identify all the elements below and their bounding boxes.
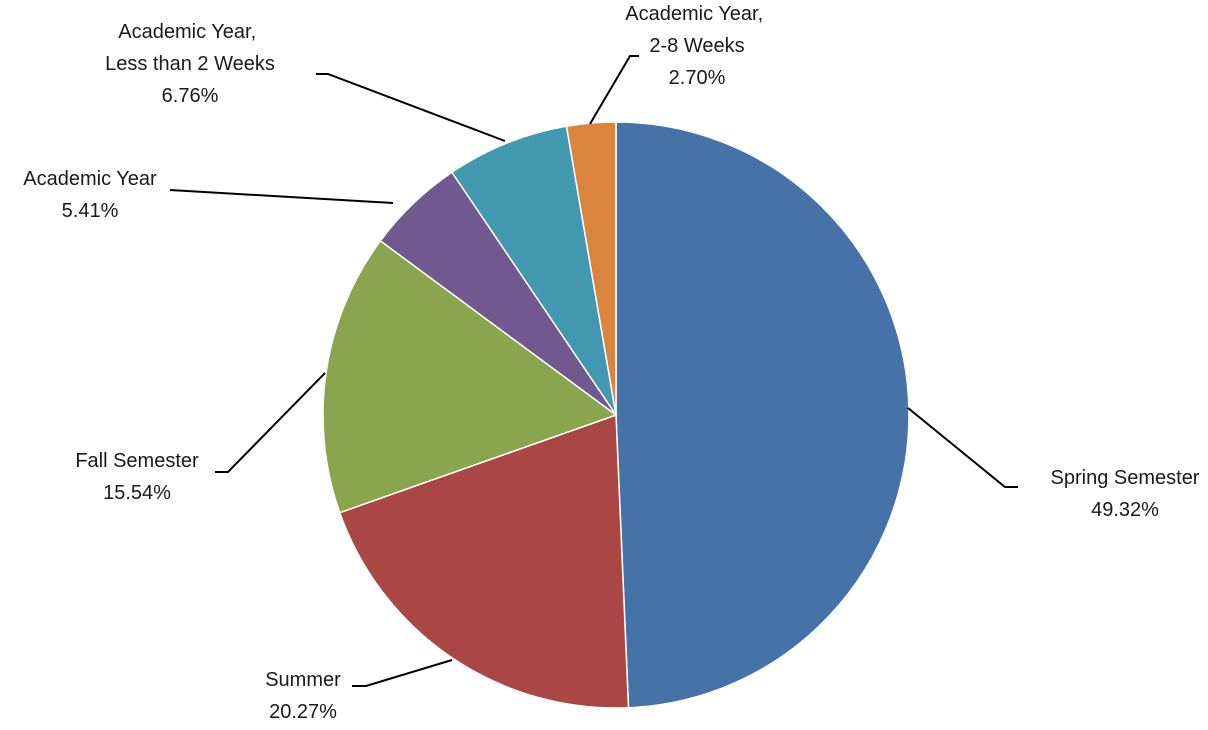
label-line: Less than 2 Weeks: [105, 53, 275, 75]
value-label: 49.32%: [1091, 499, 1159, 521]
category-label: Summer: [265, 669, 341, 691]
pie-slice: [338, 413, 630, 709]
leader-line: [352, 659, 453, 687]
leader-line: [316, 73, 506, 142]
value-label: 2.70%: [669, 67, 726, 89]
leader-line: [907, 407, 1018, 488]
leader-line: [589, 55, 639, 125]
leader-line: [169, 189, 394, 204]
category-label: Fall Semester: [75, 450, 199, 472]
label-line: Academic Year,: [118, 21, 261, 43]
category-label: Academic Year, 2-8 Weeks: [625, 3, 768, 57]
category-label: Academic Year, Less than 2 Weeks: [105, 21, 275, 75]
pie-slice: [450, 125, 617, 416]
label-line: Academic Year,: [625, 3, 768, 25]
value-label: 20.27%: [269, 701, 337, 723]
pie-slice: [322, 239, 618, 514]
value-label: 15.54%: [103, 482, 171, 504]
pie-slice: [615, 121, 910, 709]
label-line: 2-8 Weeks: [649, 35, 744, 57]
category-label: Academic Year: [23, 168, 157, 190]
value-label: 6.76%: [162, 85, 219, 107]
value-label: 5.41%: [62, 200, 119, 222]
leader-line: [215, 372, 326, 473]
category-label: Spring Semester: [1051, 467, 1200, 489]
